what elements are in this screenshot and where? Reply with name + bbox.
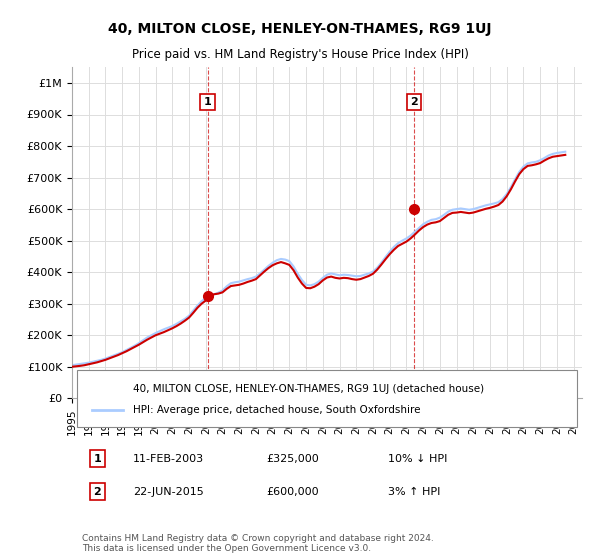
Text: 10% ↓ HPI: 10% ↓ HPI xyxy=(388,454,448,464)
Text: 2: 2 xyxy=(410,97,418,107)
Text: £600,000: £600,000 xyxy=(266,487,319,497)
Text: 1: 1 xyxy=(94,454,101,464)
Text: 40, MILTON CLOSE, HENLEY-ON-THAMES, RG9 1UJ: 40, MILTON CLOSE, HENLEY-ON-THAMES, RG9 … xyxy=(108,22,492,36)
FancyBboxPatch shape xyxy=(77,370,577,427)
Text: 40, MILTON CLOSE, HENLEY-ON-THAMES, RG9 1UJ (detached house): 40, MILTON CLOSE, HENLEY-ON-THAMES, RG9 … xyxy=(133,384,484,394)
Text: 3% ↑ HPI: 3% ↑ HPI xyxy=(388,487,440,497)
Text: 2: 2 xyxy=(94,487,101,497)
Text: Price paid vs. HM Land Registry's House Price Index (HPI): Price paid vs. HM Land Registry's House … xyxy=(131,48,469,60)
Text: 22-JUN-2015: 22-JUN-2015 xyxy=(133,487,204,497)
Text: £325,000: £325,000 xyxy=(266,454,319,464)
Text: Contains HM Land Registry data © Crown copyright and database right 2024.
This d: Contains HM Land Registry data © Crown c… xyxy=(82,534,434,553)
Text: 1: 1 xyxy=(204,97,211,107)
Text: 11-FEB-2003: 11-FEB-2003 xyxy=(133,454,205,464)
Text: HPI: Average price, detached house, South Oxfordshire: HPI: Average price, detached house, Sout… xyxy=(133,405,421,416)
